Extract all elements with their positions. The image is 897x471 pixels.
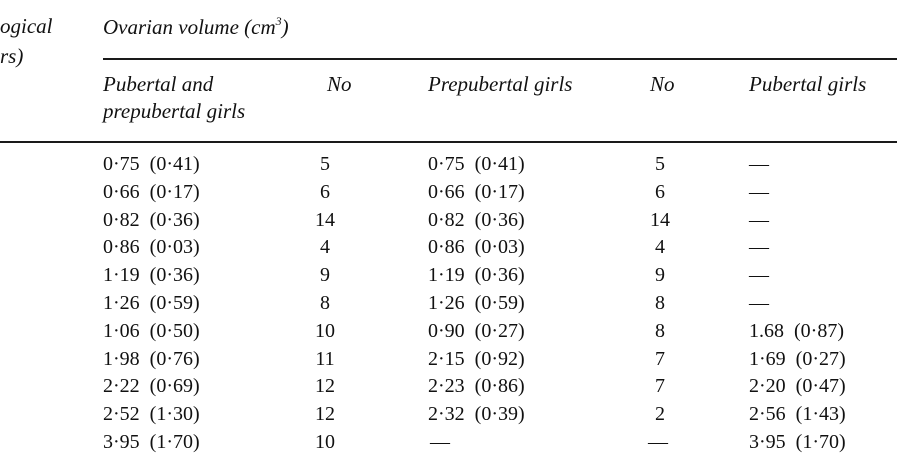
table-cell: 14 [315,208,335,231]
group-header: Ovarian volume (cm3) [103,14,289,40]
table-cell: 14 [650,208,670,231]
row-header-line2: rs) [0,44,24,68]
table-cell: 7 [655,375,665,398]
table-cell: 0·75 (0·41) [428,153,525,175]
table-cell: 0·82 (0·36) [428,208,525,231]
table-cell: 2·32 (0·39) [428,403,525,426]
col-header-no-1: No [327,72,352,96]
table-cell: 5 [320,153,330,175]
table-cell: — [749,153,769,175]
col-header-no-2: No [650,72,675,96]
table-cell: — [749,292,769,314]
table-cell: 8 [655,292,665,314]
table-cell: 2·22 (0·69) [103,375,200,398]
group-header-superscript: 3 [275,14,282,28]
col-header-pubertal-and-prepubertal-line1: Pubertal and [103,72,214,96]
table-cell: 4 [320,236,330,259]
table-cell: 1·98 (0·76) [103,347,200,370]
table-cell: 0·86 (0·03) [103,236,200,259]
table-cell: 11 [315,347,335,370]
table-cell: 0·66 (0·17) [103,180,200,203]
table-cell: 0·90 (0·27) [428,319,525,342]
table-cell: 0·86 (0·03) [428,236,525,259]
table-cell: — [749,236,769,259]
row-header-line1: ogical [0,14,53,38]
table-cell: 0·66 (0·17) [428,180,525,203]
table-cell: 10 [315,431,335,453]
table-cell: 5 [655,153,665,175]
table-cell: 9 [655,264,665,287]
table-cell: 9 [320,264,330,287]
table-cell: 6 [320,180,330,203]
table-cell: 1.68 (0·87) [749,319,844,342]
table-cell: — [749,180,769,203]
table-cell: 7 [655,347,665,370]
table-cell: 0·82 (0·36) [103,208,200,231]
table-cell: 8 [320,292,330,314]
col-header-prepubertal: Prepubertal girls [428,72,573,96]
group-header-close: ) [281,15,289,39]
table-cell: 6 [655,180,665,203]
table-cell: 12 [315,375,335,398]
table-cell: 1·26 (0·59) [428,292,525,314]
table-cell: 10 [315,319,335,342]
table-cell: 2·15 (0·92) [428,347,525,370]
table-cell: 4 [655,236,665,259]
table-cell: 3·95 (1·70) [103,431,200,453]
col-header-pubertal-and-prepubertal-line2: prepubertal girls [103,99,246,123]
table-cell: 2 [655,403,665,426]
table-cell: 2·23 (0·86) [428,375,525,398]
table-cell: — [430,431,450,453]
table-cell: — [648,431,668,453]
group-header-rule [103,58,897,60]
table-cell: 12 [315,403,335,426]
table-cell: — [749,264,769,287]
table-cell: 2·20 (0·47) [749,375,846,398]
table-cell: — [749,208,769,231]
table-cell: 1·19 (0·36) [103,264,200,287]
table-cell: 1·69 (0·27) [749,347,846,370]
table-cell: 2·56 (1·43) [749,403,846,426]
table-cell: 1·06 (0·50) [103,319,200,342]
group-header-text: Ovarian volume (cm [103,15,276,39]
table-cell: 2·52 (1·30) [103,403,200,426]
col-header-pubertal: Pubertal girls [749,72,867,96]
table-cell: 1·26 (0·59) [103,292,200,314]
table-cell: 3·95 (1·70) [749,431,846,453]
table-cell: 1·19 (0·36) [428,264,525,287]
header-bottom-rule [0,141,897,143]
table-cell: 8 [655,319,665,342]
table-cell: 0·75 (0·41) [103,153,200,175]
